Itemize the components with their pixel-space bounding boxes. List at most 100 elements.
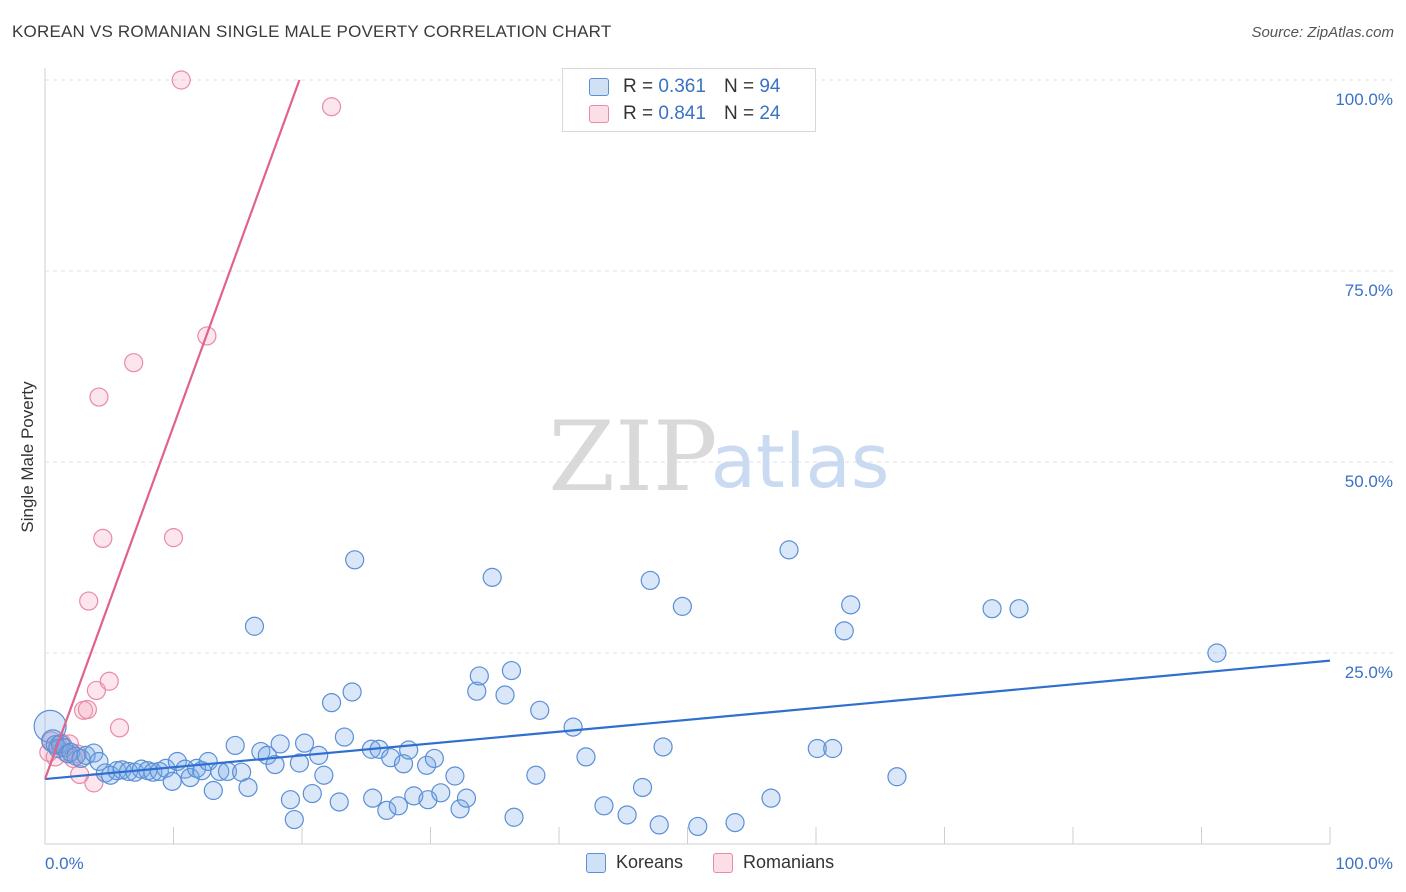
korean-point: [284, 809, 304, 830]
korean-point: [688, 816, 708, 837]
korean-point: [1009, 599, 1029, 619]
n-value-romanians: 24: [759, 103, 781, 124]
korean-point: [244, 616, 265, 636]
korean-point: [482, 567, 502, 587]
romanian-trend-line: [43, 79, 301, 780]
legend-item-koreans[interactable]: Koreans: [586, 852, 683, 873]
korean-point: [530, 700, 550, 720]
y-tick-label: 25.0%: [1345, 663, 1393, 682]
korean-point: [89, 751, 109, 772]
r-value-romanians: 0.841: [658, 103, 706, 124]
r-label: R =: [623, 103, 654, 124]
korean-point: [203, 780, 223, 801]
romanian-point: [321, 97, 342, 117]
legend-row-romanians: R = 0.841 N = 24: [589, 102, 780, 126]
koreans-points: [33, 540, 1227, 837]
watermark: ZIP atlas: [548, 401, 889, 513]
korean-point: [640, 570, 660, 591]
korean-point: [594, 796, 614, 816]
korean-point: [725, 813, 745, 833]
korean-point: [388, 796, 408, 816]
korean-point: [887, 767, 907, 787]
korean-point: [424, 748, 444, 769]
romanian-point: [89, 387, 109, 407]
romanian-point: [163, 528, 184, 548]
romanians-legend-swatch: [713, 852, 734, 873]
n-label: N =: [723, 76, 755, 97]
korean-point: [294, 733, 315, 753]
korean-point: [265, 754, 285, 775]
koreans-legend-swatch: [586, 852, 606, 873]
romanians-legend-label: Romanians: [743, 852, 835, 872]
stats-legend: R = 0.361 N = 94 R = 0.841 N = 24: [562, 68, 816, 132]
chart-title: KOREAN VS ROMANIAN SINGLE MALE POVERTY C…: [12, 22, 612, 41]
romanian-point: [109, 718, 130, 738]
korean-point: [417, 755, 437, 775]
korean-point: [653, 737, 673, 757]
romanian-point: [99, 671, 119, 691]
korean-point: [289, 753, 310, 773]
korean-point: [225, 735, 245, 756]
korean-point: [363, 788, 383, 808]
korean-point: [617, 805, 637, 825]
koreans-legend-label: Koreans: [616, 852, 684, 872]
series-legend: Koreans Romanians: [586, 852, 864, 873]
korean-point: [314, 765, 334, 785]
korean-point: [399, 740, 419, 760]
romanians-points: [39, 70, 342, 793]
watermark-zip: ZIP: [548, 401, 717, 513]
n-label: N =: [723, 103, 755, 124]
korean-point: [431, 783, 451, 803]
korean-point: [672, 596, 692, 616]
korean-point: [329, 792, 349, 812]
korean-point: [377, 800, 397, 820]
tick-labels: 25.0% 50.0% 75.0% 100.0% 0.0% 100.0%: [45, 90, 1393, 873]
korean-point: [632, 777, 653, 798]
korean-point: [649, 815, 669, 835]
x-tick-label: 0.0%: [45, 854, 84, 873]
korean-point: [841, 595, 861, 615]
korean-point: [467, 681, 487, 701]
korean-point: [779, 540, 799, 560]
romanian-point: [77, 699, 98, 720]
y-tick-label: 75.0%: [1345, 281, 1393, 300]
r-label: R =: [623, 76, 654, 97]
korean-point: [501, 660, 522, 681]
watermark-atlas: atlas: [711, 419, 890, 505]
y-tick-label: 50.0%: [1345, 472, 1393, 491]
korean-point: [504, 807, 524, 827]
axes: [44, 68, 1331, 845]
korean-point: [807, 738, 827, 759]
korean-point: [33, 709, 67, 743]
korean-point: [302, 783, 322, 804]
source-label: Source: ZipAtlas.com: [1251, 24, 1394, 41]
legend-item-romanians[interactable]: Romanians: [713, 852, 834, 873]
korean-point: [445, 766, 465, 786]
korean-point: [526, 765, 546, 785]
romanian-point: [124, 353, 144, 373]
korean-point: [342, 682, 362, 702]
romanians-swatch: [589, 105, 609, 123]
grid-lines: [45, 79, 1395, 654]
korean-point: [834, 621, 854, 641]
x-tick-label: 100.0%: [1335, 854, 1393, 873]
korean-point: [456, 788, 477, 808]
korean-point: [982, 599, 1002, 619]
y-tick-label: 100.0%: [1335, 90, 1393, 109]
korean-point: [576, 747, 596, 767]
korean-point: [280, 790, 301, 810]
korean-trend-line: [44, 659, 1331, 781]
korean-point: [270, 734, 290, 754]
r-value-koreans: 0.361: [658, 76, 706, 97]
korean-point: [404, 786, 424, 806]
legend-row-koreans: R = 0.361 N = 94: [589, 75, 780, 99]
korean-point: [1207, 643, 1227, 663]
korean-point: [61, 742, 81, 762]
korean-point: [495, 685, 515, 705]
korean-point: [469, 666, 489, 686]
koreans-swatch: [589, 78, 609, 96]
korean-point: [345, 550, 365, 570]
korean-point: [563, 717, 583, 737]
korean-point: [450, 799, 470, 819]
